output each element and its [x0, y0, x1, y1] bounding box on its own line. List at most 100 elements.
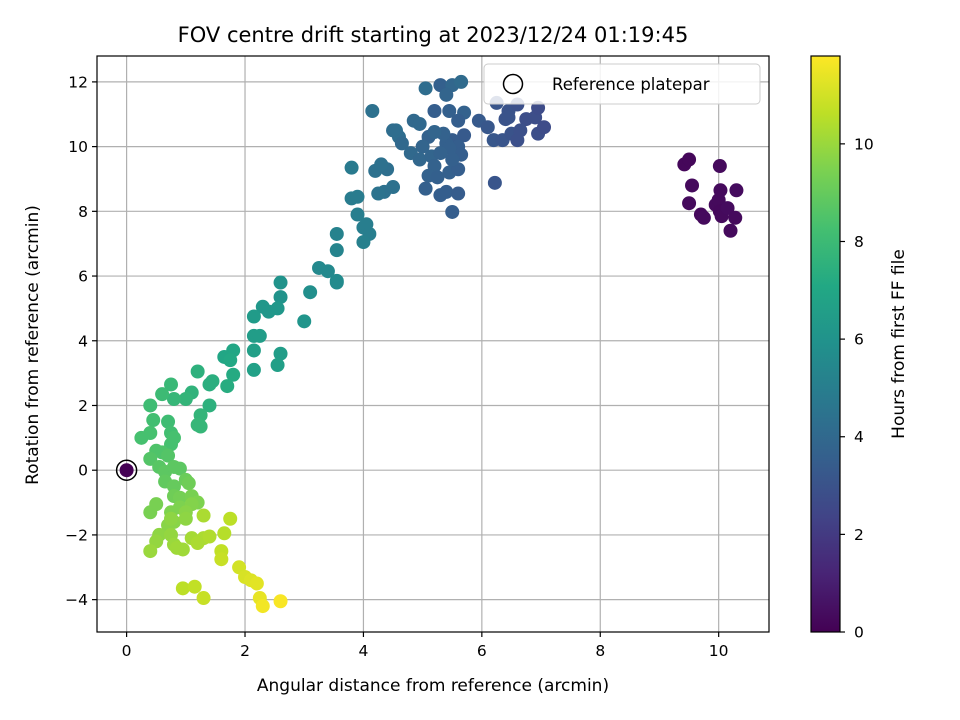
- data-point: [166, 479, 181, 494]
- grid-lines: [97, 56, 769, 632]
- data-point: [713, 183, 728, 198]
- y-tick-label: 10: [68, 138, 88, 156]
- y-tick-label: 4: [78, 332, 88, 350]
- data-point: [457, 128, 472, 143]
- data-point: [134, 430, 149, 445]
- reference-platepar-marker: [115, 459, 138, 481]
- data-point: [196, 591, 211, 606]
- data-point: [146, 413, 161, 428]
- data-point: [439, 184, 454, 199]
- data-point: [454, 74, 469, 89]
- data-point: [365, 104, 380, 119]
- data-point: [270, 301, 285, 316]
- data-point: [246, 343, 261, 358]
- data-point: [344, 160, 359, 175]
- colorbar-tick-label: 6: [854, 331, 864, 349]
- data-point: [175, 581, 190, 596]
- colorbar-tick-label: 2: [854, 526, 864, 544]
- colorbar-tick-label: 10: [854, 135, 874, 153]
- data-point: [427, 104, 442, 119]
- data-point: [273, 275, 288, 290]
- legend-entry-reference-platepar: Reference platepar: [552, 75, 710, 94]
- data-point: [196, 508, 211, 523]
- data-point: [255, 599, 270, 614]
- x-tick-label: 10: [709, 642, 729, 660]
- plot-frame: [96, 55, 770, 633]
- data-point: [394, 136, 409, 151]
- data-point: [252, 328, 267, 343]
- data-point: [729, 183, 744, 198]
- data-point: [273, 290, 288, 305]
- colorbar-label: Hours from first FF file: [889, 249, 909, 439]
- data-point: [501, 110, 516, 125]
- data-point: [143, 505, 158, 520]
- x-axis-label: Angular distance from reference (arcmin): [257, 676, 609, 696]
- data-point: [427, 125, 442, 140]
- data-point: [172, 461, 187, 476]
- colorbar: 0 2 4 6 8 10 Hours from first FF file: [810, 55, 909, 642]
- colorbar-tick-label: 8: [854, 233, 864, 251]
- chart-title: FOV centre drift starting at 2023/12/24 …: [178, 23, 689, 47]
- data-point: [187, 579, 202, 594]
- data-point: [451, 113, 466, 128]
- data-point: [439, 87, 454, 102]
- colorbar-gradient: [811, 56, 840, 632]
- data-point: [223, 511, 238, 526]
- data-point: [682, 152, 697, 167]
- data-point: [712, 159, 727, 174]
- data-point: [181, 476, 196, 491]
- x-tick-label: 0: [122, 642, 132, 660]
- data-point: [220, 379, 235, 394]
- data-point: [202, 377, 217, 392]
- data-point: [723, 223, 738, 238]
- data-point: [433, 146, 448, 161]
- colorbar-tick-label: 0: [854, 624, 864, 642]
- data-point: [217, 526, 232, 541]
- x-tick-label: 6: [477, 642, 487, 660]
- data-point: [374, 157, 389, 172]
- data-point: [350, 189, 365, 204]
- data-point: [350, 207, 365, 222]
- data-point: [329, 226, 344, 241]
- data-point: [297, 314, 312, 329]
- data-point: [451, 186, 466, 201]
- data-point: [143, 451, 158, 466]
- colorbar-ticks: 0 2 4 6 8 10: [840, 135, 874, 642]
- data-point: [190, 364, 205, 379]
- data-point: [273, 346, 288, 361]
- data-point: [164, 437, 179, 452]
- axis-ticks: 0 2 4 6 8 10 −4 −2 0 2 4 6 8 10 12: [65, 73, 728, 660]
- colorbar-tick-label: 4: [854, 428, 864, 446]
- x-tick-label: 2: [240, 642, 250, 660]
- data-point: [537, 120, 552, 135]
- data-point: [445, 152, 460, 167]
- x-tick-label: 4: [358, 642, 368, 660]
- data-point: [696, 210, 711, 225]
- data-point: [202, 529, 217, 544]
- data-point: [273, 594, 288, 609]
- data-point: [442, 104, 457, 119]
- data-point: [720, 201, 735, 216]
- legend: Reference platepar: [483, 63, 761, 105]
- data-point: [190, 536, 205, 551]
- y-tick-label: −2: [65, 526, 88, 544]
- data-point: [249, 576, 264, 591]
- data-point: [246, 309, 261, 324]
- data-point: [161, 448, 176, 463]
- y-tick-label: 0: [78, 462, 88, 480]
- data-point: [329, 275, 344, 290]
- legend-reference-marker: [502, 73, 524, 95]
- legend-box: [483, 63, 761, 105]
- data-point: [223, 353, 238, 368]
- data-point: [202, 398, 217, 413]
- data-point: [430, 170, 445, 185]
- y-tick-label: 12: [68, 73, 88, 91]
- data-point: [415, 139, 430, 154]
- data-point: [214, 552, 229, 567]
- data-point: [155, 387, 170, 402]
- data-point: [164, 511, 179, 526]
- data-point: [246, 362, 261, 377]
- data-point: [169, 540, 184, 555]
- data-point: [143, 398, 158, 413]
